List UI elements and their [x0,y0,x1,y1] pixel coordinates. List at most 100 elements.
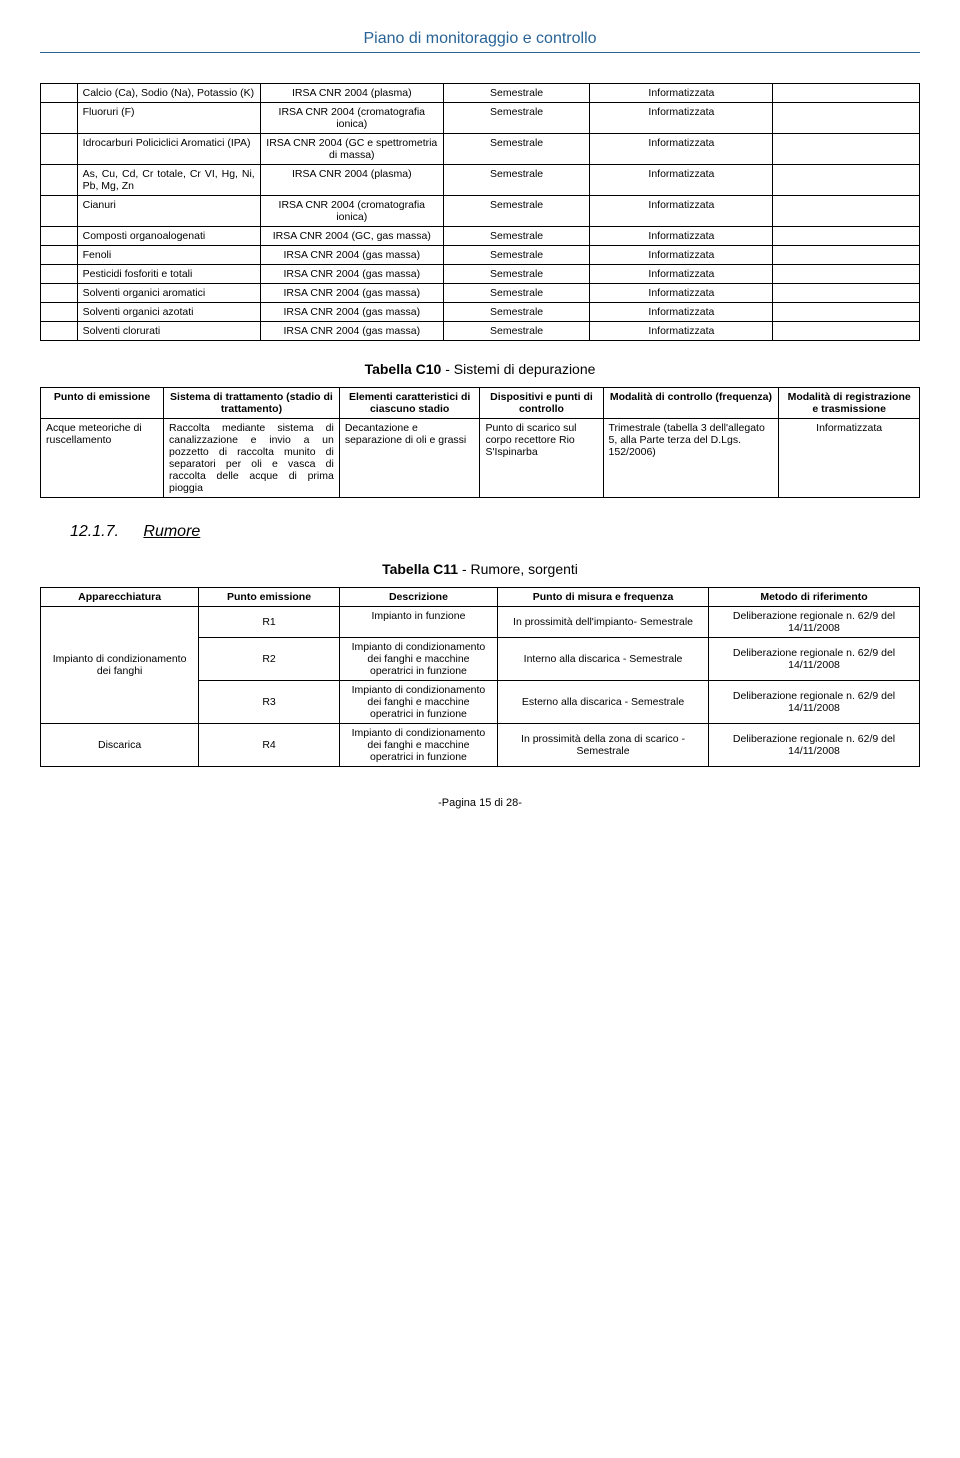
header-rule [40,52,920,53]
cell-mode: Informatizzata [590,284,773,303]
cell-ref: Deliberazione regionale n. 62/9 del 14/1… [709,724,920,767]
table-row: DiscaricaR4Impianto di condizionamento d… [41,724,920,767]
t3-h5: Metodo di riferimento [709,588,920,607]
cell-empty [41,196,78,227]
cell-method: IRSA CNR 2004 (plasma) [260,165,443,196]
cell-empty [773,303,920,322]
cell-freq: Semestrale [443,246,589,265]
table-row: Acque meteoriche di ruscellamento Raccol… [41,419,920,498]
cell-param: Solventi organici azotati [77,303,260,322]
section-number: 12.1.7. [70,523,119,540]
cell-method: IRSA CNR 2004 (gas massa) [260,246,443,265]
cell-empty [773,322,920,341]
cell-empty [773,196,920,227]
t3-h2: Punto emissione [199,588,340,607]
cell-measure: In prossimità dell'impianto- Semestrale [498,607,709,638]
t2-c4: Punto di scarico sul corpo recettore Rio… [480,419,603,498]
cell-method: IRSA CNR 2004 (cromatografia ionica) [260,196,443,227]
table-row: As, Cu, Cd, Cr totale, Cr VI, Hg, Ni, Pb… [41,165,920,196]
cell-desc: Impianto di condizionamento dei fanghi e… [339,681,497,724]
caption-c10-prefix: Tabella C10 [365,361,442,377]
table-row: FenoliIRSA CNR 2004 (gas massa)Semestral… [41,246,920,265]
cell-method: IRSA CNR 2004 (GC e spettrometria di mas… [260,134,443,165]
cell-empty [773,246,920,265]
cell-empty [773,84,920,103]
cell-app: Impianto di condizionamento dei fanghi [41,607,199,724]
table-c10: Punto di emissione Sistema di trattament… [40,387,920,498]
table-row: Impianto di condizionamento dei fanghiR1… [41,607,920,638]
t3-h3: Descrizione [339,588,497,607]
cell-empty [41,303,78,322]
cell-param: Calcio (Ca), Sodio (Na), Potassio (K) [77,84,260,103]
cell-empty [773,265,920,284]
cell-ref: Deliberazione regionale n. 62/9 del 14/1… [709,681,920,724]
t2-h1: Punto di emissione [41,388,164,419]
table-row: Solventi cloruratiIRSA CNR 2004 (gas mas… [41,322,920,341]
caption-c10: Tabella C10 - Sistemi di depurazione [40,361,920,377]
t2-c6: Informatizzata [779,419,920,498]
cell-param: As, Cu, Cd, Cr totale, Cr VI, Hg, Ni, Pb… [77,165,260,196]
t2-c1: Acque meteoriche di ruscellamento [41,419,164,498]
t2-c5: Trimestrale (tabella 3 dell'allegato 5, … [603,419,779,498]
table-row: Solventi organici azotatiIRSA CNR 2004 (… [41,303,920,322]
cell-ref: Deliberazione regionale n. 62/9 del 14/1… [709,607,920,638]
cell-param: Solventi organici aromatici [77,284,260,303]
cell-mode: Informatizzata [590,103,773,134]
page-footer: -Pagina 15 di 28- [40,797,920,809]
cell-empty [41,265,78,284]
cell-measure: Interno alla discarica - Semestrale [498,638,709,681]
cell-empty [773,134,920,165]
cell-mode: Informatizzata [590,84,773,103]
cell-mode: Informatizzata [590,303,773,322]
cell-empty [41,322,78,341]
cell-method: IRSA CNR 2004 (gas massa) [260,265,443,284]
caption-c11-rest: - Rumore, sorgenti [458,561,578,577]
cell-freq: Semestrale [443,103,589,134]
cell-empty [773,103,920,134]
t3-h1: Apparecchiatura [41,588,199,607]
t2-h4: Dispositivi e punti di controllo [480,388,603,419]
t3-h4: Punto di misura e frequenza [498,588,709,607]
cell-param: Fluoruri (F) [77,103,260,134]
cell-empty [41,165,78,196]
cell-empty [41,103,78,134]
cell-empty [41,134,78,165]
cell-desc: Impianto di condizionamento dei fanghi e… [339,724,497,767]
cell-desc: Impianto di condizionamento dei fanghi e… [339,638,497,681]
cell-empty [41,227,78,246]
cell-mode: Informatizzata [590,227,773,246]
cell-param: Solventi clorurati [77,322,260,341]
caption-c11: Tabella C11 - Rumore, sorgenti [40,561,920,577]
cell-freq: Semestrale [443,196,589,227]
table-row: Pesticidi fosforiti e totaliIRSA CNR 200… [41,265,920,284]
cell-measure: In prossimità della zona di scarico - Se… [498,724,709,767]
cell-mode: Informatizzata [590,196,773,227]
cell-mode: Informatizzata [590,246,773,265]
cell-desc: Impianto in funzione [339,607,497,638]
cell-freq: Semestrale [443,134,589,165]
cell-method: IRSA CNR 2004 (GC, gas massa) [260,227,443,246]
cell-point: R2 [199,638,340,681]
table-row: Fluoruri (F)IRSA CNR 2004 (cromatografia… [41,103,920,134]
cell-param: Fenoli [77,246,260,265]
cell-empty [41,84,78,103]
cell-method: IRSA CNR 2004 (cromatografia ionica) [260,103,443,134]
cell-freq: Semestrale [443,265,589,284]
cell-freq: Semestrale [443,303,589,322]
cell-point: R3 [199,681,340,724]
caption-c11-prefix: Tabella C11 [382,561,458,577]
cell-point: R1 [199,607,340,638]
cell-empty [773,284,920,303]
cell-freq: Semestrale [443,84,589,103]
cell-ref: Deliberazione regionale n. 62/9 del 14/1… [709,638,920,681]
cell-mode: Informatizzata [590,322,773,341]
cell-param: Cianuri [77,196,260,227]
t2-h5: Modalità di controllo (frequenza) [603,388,779,419]
cell-freq: Semestrale [443,165,589,196]
caption-c10-rest: - Sistemi di depurazione [441,361,595,377]
table-c11: Apparecchiatura Punto emissione Descrizi… [40,587,920,767]
cell-empty [773,227,920,246]
cell-mode: Informatizzata [590,265,773,284]
table-row: CianuriIRSA CNR 2004 (cromatografia ioni… [41,196,920,227]
cell-measure: Esterno alla discarica - Semestrale [498,681,709,724]
